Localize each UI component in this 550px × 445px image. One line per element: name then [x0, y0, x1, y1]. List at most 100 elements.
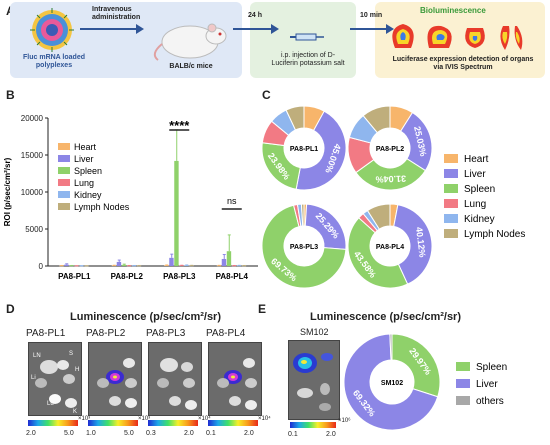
- panel-label-e: E: [258, 302, 267, 316]
- donut-pa8-pl3-slice-spleen: [262, 204, 347, 289]
- legend-swatch-spleen: [58, 167, 70, 174]
- organ-blob: [229, 396, 241, 406]
- organ-letter-lu: Lu: [47, 401, 54, 407]
- organ-blob: [35, 378, 47, 388]
- organ-letter-ln: LN: [33, 353, 41, 359]
- organ-blob: [243, 358, 255, 368]
- donut-sm102-center-label: SM102: [381, 380, 403, 387]
- donut-pa8-pl3-slice-lymph-nodes: [300, 203, 305, 227]
- bar-spleen: [174, 160, 179, 266]
- bar-heart: [164, 265, 169, 266]
- bar-spleen: [121, 264, 127, 266]
- x-tick-label: PA8-PL2: [111, 272, 144, 281]
- bar-kidney: [236, 265, 242, 267]
- polyplex-nanoparticle-icon: [30, 8, 74, 52]
- legend-swatch-heart: [58, 143, 70, 150]
- legend-swatch-others: [456, 396, 470, 405]
- ivis-image-label-pa8-pl4: PA8-PL4: [206, 328, 246, 339]
- donut-sm102-slice-liver: [343, 333, 439, 431]
- ivis-image-pa8-pl1: LN S H Li Lu K: [28, 342, 82, 416]
- legend-label-spleen: Spleen: [74, 166, 102, 176]
- organ-blob: [169, 396, 181, 406]
- ivis-image-label-pa8-pl3: PA8-PL3: [146, 328, 186, 339]
- colorbar-unit-pa8-pl2: ×10³: [138, 416, 151, 422]
- bar-liver: [221, 258, 227, 266]
- bar-heart: [111, 265, 117, 267]
- organ-blob: [245, 378, 257, 388]
- organ-blob: [65, 398, 77, 408]
- colorbar-min-pa8-pl2: 1.0: [86, 430, 96, 437]
- sm102-ivis-image: [288, 340, 340, 420]
- colorbar-min-pa8-pl1: 2.0: [26, 430, 36, 437]
- donut-pa8-pl4-center-label: PA8-PL4: [376, 244, 404, 251]
- sm102-scale-unit: ×10⁶: [338, 418, 351, 424]
- bar-liver: [64, 264, 69, 266]
- donut-pa8-pl1-slice-liver: [295, 110, 347, 191]
- donut-charts-organ-distribution: 45.00%23.98%PA8-PL1 25.03%31.04%PA8-PL225…: [262, 105, 525, 289]
- organ-blob: [157, 378, 169, 388]
- organ-letter-h: H: [75, 367, 79, 373]
- ivis-image-label-pa8-pl1: PA8-PL1: [26, 328, 66, 339]
- colorbar-unit-pa8-pl4: ×10⁴: [258, 416, 271, 422]
- bar-heart: [216, 265, 222, 267]
- legend-swatch-lymph-nodes: [444, 229, 458, 238]
- nanoparticle-label: Fluc mRNA loaded polyplexes: [23, 54, 85, 69]
- bar-liver: [116, 261, 122, 266]
- legend-swatch-lung: [444, 199, 458, 208]
- bar-spleen: [226, 251, 232, 266]
- sm102-colorbar: [290, 422, 336, 428]
- bioluminescence-title: Bioluminescence: [420, 6, 486, 15]
- organ-blob: [185, 400, 197, 410]
- legend-swatch-kidney: [444, 214, 458, 223]
- arrow-1: [80, 24, 144, 34]
- legend-label-spleen: Spleen: [464, 184, 495, 195]
- organ-blob: [217, 378, 229, 388]
- legend-label-liver: Liver: [74, 154, 94, 164]
- legend-swatch-spleen: [456, 362, 470, 371]
- significance-label-pl4: ns: [227, 196, 237, 206]
- donut-pa8-pl4-slice-liver: [393, 204, 433, 285]
- panel-label-c: C: [262, 88, 271, 102]
- organ-blob: [123, 358, 135, 368]
- organ-blob: [183, 378, 195, 388]
- time-label-10min: 10 min: [360, 12, 383, 19]
- arrow-2: [233, 24, 279, 34]
- panel-label-d: D: [6, 302, 15, 316]
- x-tick-label: PA8-PL3: [163, 272, 196, 281]
- y-tick-label: 10000: [21, 188, 44, 197]
- injection-label: i.p. injection of D-Luciferin potassium …: [271, 52, 345, 67]
- colorbar-max-pa8-pl4: 2.0: [244, 430, 254, 437]
- route-label: Intravenous administration: [92, 6, 141, 21]
- legend-swatch-spleen: [444, 184, 458, 193]
- bar-lymph-nodes: [189, 265, 194, 267]
- donut-pa8-pl2-center-label: PA8-PL2: [376, 146, 404, 153]
- organ-blob: [97, 378, 109, 388]
- ivis-image-pa8-pl2: [88, 342, 142, 416]
- legend-label-heart: Heart: [74, 142, 97, 152]
- panel-d-title: Luminescence (p/sec/cm²/sr): [70, 311, 222, 323]
- x-tick-label: PA8-PL4: [216, 272, 249, 281]
- y-tick-label: 15000: [21, 151, 44, 160]
- donut-pa8-pl3-center-label: PA8-PL3: [290, 244, 318, 251]
- colorbar-pa8-pl3: [148, 420, 198, 426]
- organ-letter-k: K: [73, 409, 77, 415]
- donut-pa8-pl4-slice-lymph-nodes: [366, 203, 391, 230]
- colorbar-max-pa8-pl1: 5.0: [64, 430, 74, 437]
- legend-label-heart: Heart: [464, 154, 489, 165]
- sm102-scale-max: 2.0: [326, 431, 336, 438]
- ivis-image-label-pa8-pl2: PA8-PL2: [86, 328, 126, 339]
- sm102-scale-min: 0.1: [288, 431, 298, 438]
- organ-blob: [57, 360, 69, 370]
- bar-liver: [169, 257, 174, 266]
- legend-label-lymph-nodes: Lymph Nodes: [74, 202, 130, 212]
- bar-chart-organ-roi: 0 5000 10000 15000 20000 ROI (p/sec/cm²/sr) PA…: [3, 114, 258, 281]
- organ-blob: [125, 378, 137, 388]
- sm102-image-label: SM102: [300, 327, 329, 337]
- donut-pa8-pl1-slice-lymph-nodes: [285, 105, 305, 131]
- mouse-label: BALB/c mice: [169, 63, 213, 70]
- organ-blob: [109, 396, 121, 406]
- colorbar-max-pa8-pl3: 2.0: [184, 430, 194, 437]
- organ-blob: [63, 374, 75, 384]
- ivis-image-pa8-pl3: [148, 342, 202, 416]
- legend-label-kidney: Kidney: [74, 190, 102, 200]
